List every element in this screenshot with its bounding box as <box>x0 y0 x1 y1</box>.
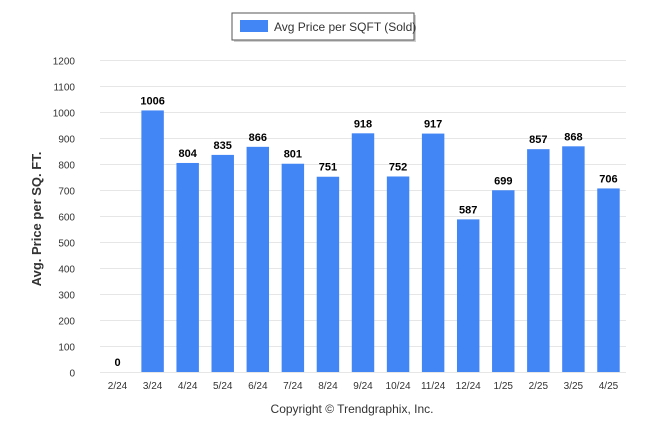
x-tick-label: 5/24 <box>213 381 233 392</box>
bar-10-24 <box>386 176 410 372</box>
bar-6-24 <box>246 146 270 372</box>
bar-1-25 <box>492 190 515 372</box>
x-axis-ticks: 2/24 3/24 4/24 5/24 6/24 7/24 8/24 9/24 10/24 11/… <box>108 381 619 392</box>
bars <box>141 110 620 372</box>
bar-7-24 <box>281 163 305 372</box>
y-tick-label: 1000 <box>53 109 76 120</box>
y-tick-label: 1100 <box>53 83 75 94</box>
data-label: 868 <box>564 131 582 143</box>
x-tick-label: 3/24 <box>143 381 163 392</box>
data-label: 917 <box>424 119 442 131</box>
data-label: 801 <box>284 149 302 161</box>
y-tick-label: 300 <box>58 291 75 302</box>
bar-5-24 <box>211 154 234 372</box>
bar-3-25 <box>562 146 585 372</box>
y-tick-label: 700 <box>58 187 75 198</box>
legend-swatch <box>240 20 268 32</box>
x-tick-label: 2/24 <box>108 381 128 392</box>
data-labels: 0 1006 804 835 866 801 751 918 752 917 587 699 857 86… <box>114 95 617 369</box>
x-tick-label: 4/25 <box>599 381 619 392</box>
y-tick-label: 1200 <box>53 57 76 68</box>
bar-11-24 <box>421 133 445 372</box>
legend: Avg Price per SQFT (Sold) <box>231 12 416 42</box>
y-tick-label: 500 <box>58 239 75 250</box>
bar-4-24 <box>176 162 199 372</box>
y-axis-title: Avg. Price per SQ. FT. <box>29 152 44 287</box>
x-tick-label: 8/24 <box>318 381 338 392</box>
copyright-footer: Copyright © Trendgraphix, Inc. <box>271 402 434 416</box>
data-label: 835 <box>214 140 232 152</box>
x-tick-label: 11/24 <box>421 381 446 392</box>
bar-4-25 <box>597 188 620 372</box>
data-label: 751 <box>319 162 337 174</box>
y-tick-label: 200 <box>58 317 75 328</box>
x-tick-label: 1/25 <box>494 381 514 392</box>
y-tick-label: 400 <box>58 265 75 276</box>
data-label: 706 <box>599 173 617 185</box>
y-tick-label: 900 <box>58 135 75 146</box>
x-tick-label: 12/24 <box>456 381 481 392</box>
data-label: 1006 <box>140 95 164 107</box>
x-tick-label: 3/25 <box>564 381 584 392</box>
legend-label: Avg Price per SQFT (Sold) <box>274 20 416 34</box>
data-label: 918 <box>354 118 372 130</box>
bar-3-24 <box>141 110 164 372</box>
data-label: 699 <box>494 175 512 187</box>
bar-8-24 <box>316 176 340 372</box>
bar-9-24 <box>351 133 375 372</box>
x-tick-label: 4/24 <box>178 381 198 392</box>
bar-12-24 <box>456 219 480 372</box>
data-label: 857 <box>529 134 547 146</box>
data-label: 587 <box>459 204 477 216</box>
data-label: 752 <box>389 161 407 173</box>
y-tick-label: 0 <box>69 369 75 380</box>
x-tick-label: 7/24 <box>283 381 303 392</box>
y-axis-ticks: 0 100 200 300 400 500 600 700 800 900 1000 1100 1200 <box>53 57 76 380</box>
data-label: 866 <box>249 132 267 144</box>
y-tick-label: 600 <box>58 213 75 224</box>
bar-2-25 <box>527 149 550 372</box>
y-tick-label: 100 <box>58 343 75 354</box>
x-tick-label: 2/25 <box>529 381 549 392</box>
x-tick-label: 10/24 <box>386 381 411 392</box>
x-tick-label: 6/24 <box>248 381 268 392</box>
data-label: 0 <box>114 357 120 369</box>
data-label: 804 <box>178 148 197 160</box>
y-tick-label: 800 <box>58 161 75 172</box>
x-tick-label: 9/24 <box>353 381 373 392</box>
